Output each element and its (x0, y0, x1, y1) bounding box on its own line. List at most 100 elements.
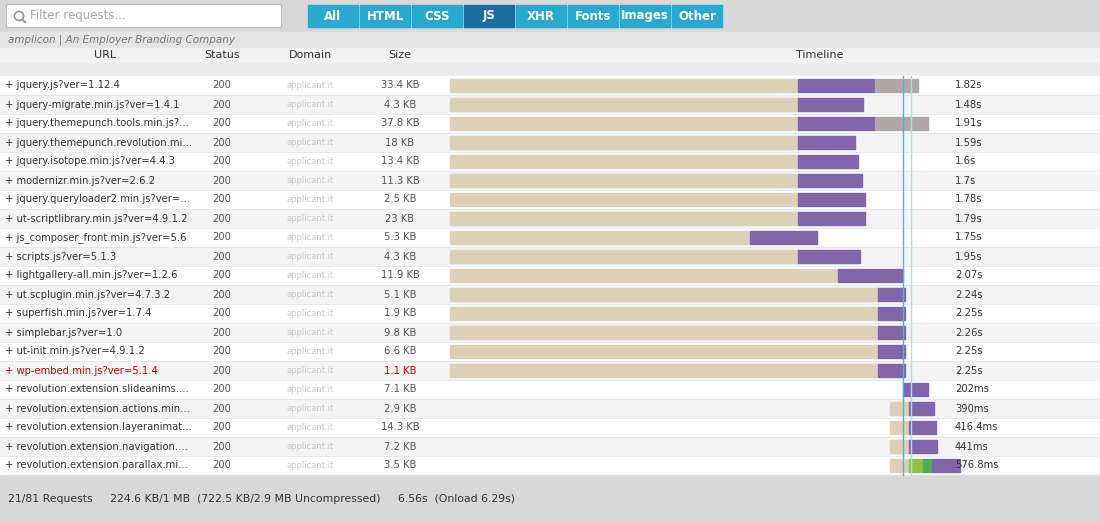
Bar (890, 459, 909, 472)
Text: 576.8ms: 576.8ms (955, 460, 999, 470)
Text: 200: 200 (212, 422, 231, 433)
Text: 21/81 Requests     224.6 KB/1 MB  (722.5 KB/2.9 MB Uncompressed)     6.56s  (Onl: 21/81 Requests 224.6 KB/1 MB (722.5 KB/2… (8, 493, 515, 504)
Text: + simplebar.js?ver=1.0: + simplebar.js?ver=1.0 (6, 327, 122, 338)
Text: 2.24s: 2.24s (955, 290, 982, 300)
Bar (0, 285, 1100, 304)
Text: 13.4 KB: 13.4 KB (381, 157, 419, 167)
Text: + superfish.min.js?ver=1.7.4: + superfish.min.js?ver=1.7.4 (6, 309, 152, 318)
Text: applicant.it: applicant.it (286, 271, 333, 280)
Text: + jquery.isotope.min.js?ver=4.4.3: + jquery.isotope.min.js?ver=4.4.3 (6, 157, 175, 167)
Text: 11.9 KB: 11.9 KB (381, 270, 419, 280)
Bar (874, 117, 927, 130)
Text: 441ms: 441ms (955, 442, 989, 452)
Bar (798, 98, 862, 111)
Text: JS: JS (483, 9, 495, 22)
Text: applicant.it: applicant.it (286, 366, 333, 375)
Text: amplicon | An Employer Branding Company: amplicon | An Employer Branding Company (8, 35, 235, 45)
Bar (450, 250, 798, 263)
Bar (0, 76, 1100, 95)
Text: 37.8 KB: 37.8 KB (381, 118, 419, 128)
Text: 1.48s: 1.48s (955, 100, 982, 110)
Bar (360, 5, 410, 27)
Text: 1.6s: 1.6s (955, 157, 977, 167)
Text: 200: 200 (212, 270, 231, 280)
Text: + ut-scriptlibrary.min.js?ver=4.9.1.2: + ut-scriptlibrary.min.js?ver=4.9.1.2 (6, 213, 187, 223)
Bar (878, 288, 905, 301)
Text: applicant.it: applicant.it (286, 385, 333, 394)
Text: 200: 200 (212, 365, 231, 375)
Text: + revolution.extension.actions.min...: + revolution.extension.actions.min... (6, 404, 190, 413)
Bar (620, 5, 670, 27)
Text: 200: 200 (212, 195, 231, 205)
Text: 2.9 KB: 2.9 KB (384, 404, 416, 413)
Text: + lightgallery-all.min.js?ver=1.2.6: + lightgallery-all.min.js?ver=1.2.6 (6, 270, 177, 280)
Bar (450, 155, 798, 168)
Bar (0, 342, 1100, 361)
Text: URL: URL (94, 50, 117, 60)
Text: 2.07s: 2.07s (955, 270, 982, 280)
Text: applicant.it: applicant.it (286, 214, 333, 223)
Text: 200: 200 (212, 460, 231, 470)
Bar (0, 361, 1100, 380)
Bar (750, 231, 816, 244)
Text: applicant.it: applicant.it (286, 81, 333, 90)
Text: HTML: HTML (366, 9, 404, 22)
Bar (450, 288, 878, 301)
Bar (902, 383, 927, 396)
Bar (450, 98, 798, 111)
Bar (0, 152, 1100, 171)
Text: + ut.scplugin.min.js?ver=4.7.3.2: + ut.scplugin.min.js?ver=4.7.3.2 (6, 290, 170, 300)
Bar (890, 421, 909, 434)
Bar (0, 171, 1100, 190)
Text: + revolution.extension.parallax.mi...: + revolution.extension.parallax.mi... (6, 460, 188, 470)
Bar (308, 5, 358, 27)
Text: 18 KB: 18 KB (385, 137, 415, 148)
Text: 1.82s: 1.82s (955, 80, 982, 90)
Text: + jquery.js?ver=1.12.4: + jquery.js?ver=1.12.4 (6, 80, 120, 90)
Bar (798, 155, 858, 168)
Bar (412, 5, 462, 27)
Bar (0, 48, 1100, 62)
Bar (909, 421, 935, 434)
Text: 200: 200 (212, 404, 231, 413)
Bar (932, 459, 959, 472)
Bar (837, 269, 902, 282)
Text: applicant.it: applicant.it (286, 252, 333, 261)
Bar (0, 456, 1100, 475)
Text: applicant.it: applicant.it (286, 461, 333, 470)
Text: 390ms: 390ms (955, 404, 989, 413)
Text: + jquery.queryloader2.min.js?ver=...: + jquery.queryloader2.min.js?ver=... (6, 195, 190, 205)
Text: Domain: Domain (288, 50, 331, 60)
Bar (0, 418, 1100, 437)
Text: + jquery.themepunch.tools.min.js?...: + jquery.themepunch.tools.min.js?... (6, 118, 189, 128)
Text: applicant.it: applicant.it (286, 328, 333, 337)
Bar (0, 380, 1100, 399)
Text: applicant.it: applicant.it (286, 176, 333, 185)
Text: applicant.it: applicant.it (286, 100, 333, 109)
Text: 200: 200 (212, 252, 231, 262)
Text: 200: 200 (212, 327, 231, 338)
Text: 200: 200 (212, 175, 231, 185)
Bar (450, 345, 878, 358)
Bar (450, 307, 878, 320)
Bar (0, 209, 1100, 228)
Text: 33.4 KB: 33.4 KB (381, 80, 419, 90)
Bar (450, 117, 798, 130)
Bar (0, 399, 1100, 418)
Text: 23 KB: 23 KB (385, 213, 415, 223)
Text: 11.3 KB: 11.3 KB (381, 175, 419, 185)
Text: 2.25s: 2.25s (955, 309, 982, 318)
Text: XHR: XHR (527, 9, 556, 22)
Text: 2.26s: 2.26s (955, 327, 982, 338)
Text: 1.75s: 1.75s (955, 232, 982, 243)
Text: Fonts: Fonts (574, 9, 612, 22)
Text: 200: 200 (212, 385, 231, 395)
Bar (516, 5, 566, 27)
Text: + revolution.extension.layeranimat...: + revolution.extension.layeranimat... (6, 422, 191, 433)
Text: 2.25s: 2.25s (955, 365, 982, 375)
Text: applicant.it: applicant.it (286, 138, 333, 147)
Text: 200: 200 (212, 290, 231, 300)
Text: applicant.it: applicant.it (286, 404, 333, 413)
Text: 200: 200 (212, 347, 231, 357)
Bar (450, 79, 798, 92)
